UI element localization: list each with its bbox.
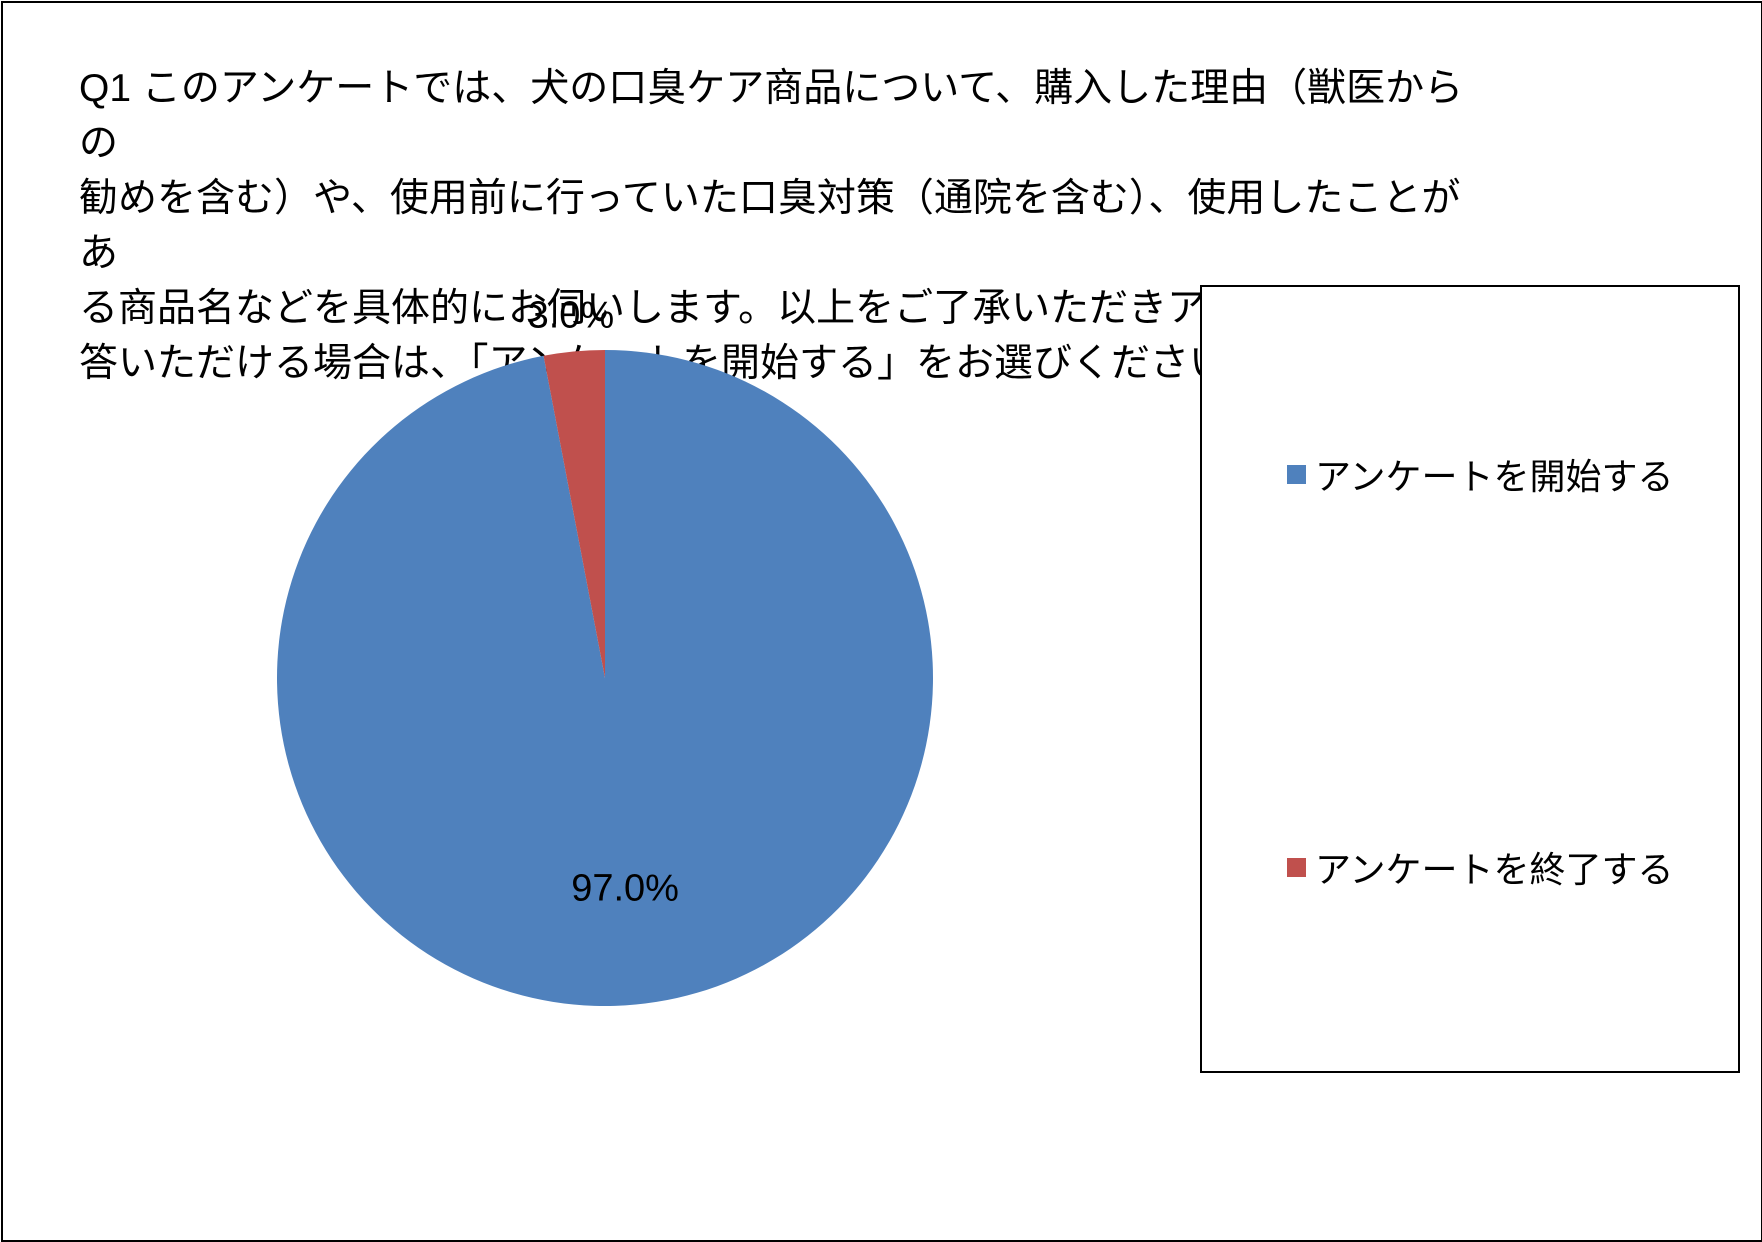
legend-item-end: アンケートを終了する	[1287, 841, 1674, 893]
chart-title-line: Q1 このアンケートでは、犬の口臭ケア商品について、購入した理由（獣医からの	[79, 67, 1464, 165]
pie-slice-start	[277, 350, 934, 1006]
chart-title-line: 勧めを含む）や、使用前に行っていた口臭対策（通院を含む）、使用したことがあ	[79, 177, 1461, 275]
pie-slices	[277, 350, 934, 1006]
pie-slice-end	[543, 350, 605, 678]
pie-labels: 97.0% 3.0%	[528, 295, 679, 910]
data-label-start: 97.0%	[571, 867, 679, 909]
legend-label-start: アンケートを開始する	[1315, 456, 1674, 497]
legend-swatch-end	[1287, 857, 1306, 877]
data-label-end: 3.0%	[528, 295, 615, 337]
legend-item-start: アンケートを開始する	[1287, 448, 1674, 500]
legend-label-end: アンケートを終了する	[1315, 849, 1674, 890]
legend: アンケートを開始する アンケートを終了する	[1200, 285, 1740, 1073]
legend-swatch-start	[1287, 464, 1306, 484]
